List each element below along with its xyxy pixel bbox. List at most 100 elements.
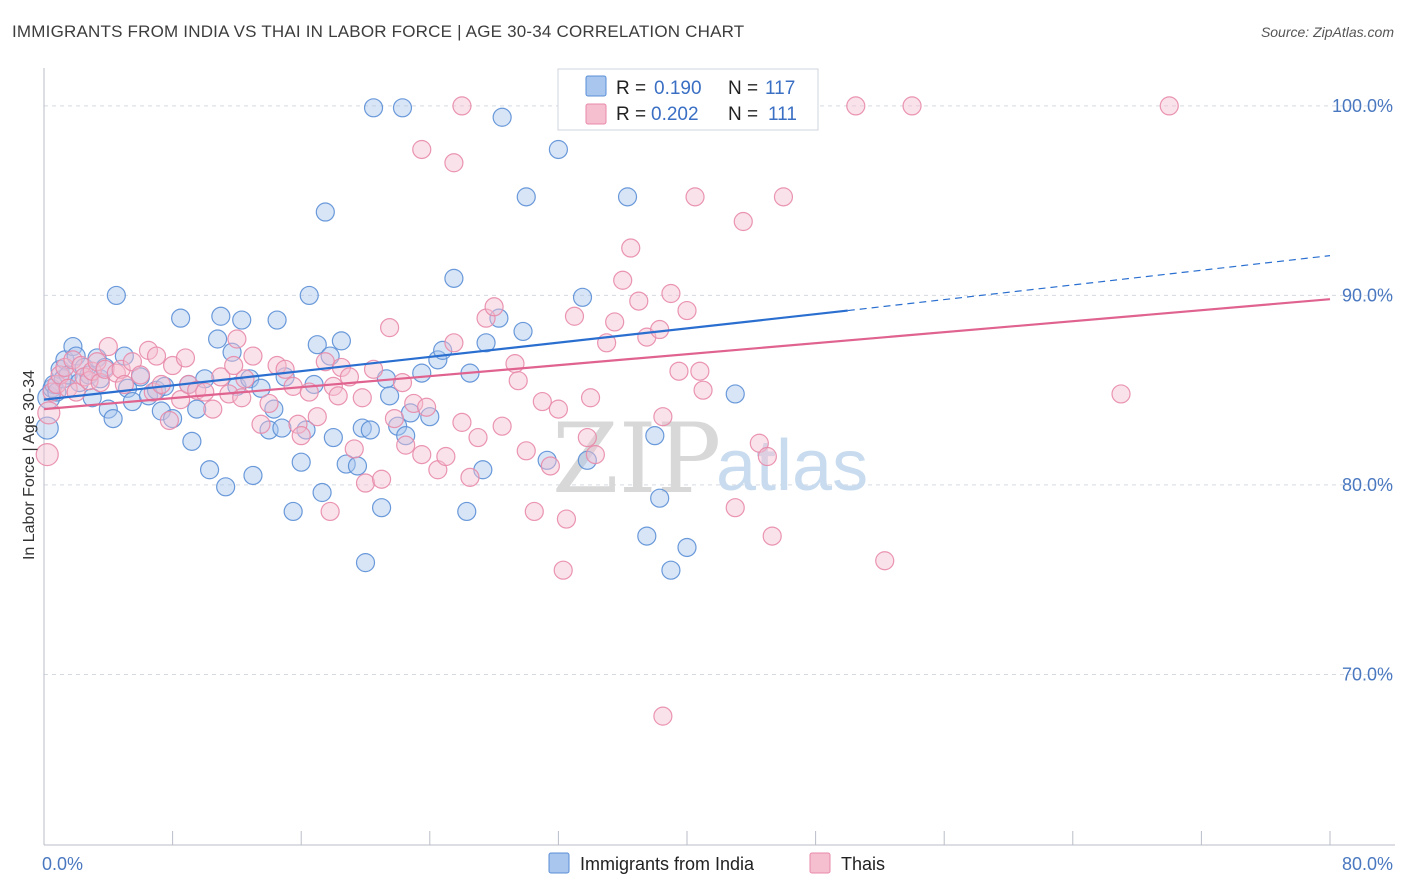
y-tick-label: 80.0% <box>1342 475 1393 495</box>
x-tick-labels: 0.0% 80.0% <box>42 854 1393 874</box>
data-point <box>412 139 432 160</box>
legend-n-value: 117 <box>765 78 795 99</box>
data-point <box>171 308 191 328</box>
data-point <box>312 482 332 503</box>
data-point <box>773 187 794 207</box>
data-point <box>272 418 292 438</box>
data-point <box>650 319 670 340</box>
data-point <box>548 399 569 419</box>
data-point <box>243 465 263 486</box>
data-point <box>307 407 327 427</box>
legend-r-value: 0.202 <box>651 104 699 125</box>
data-point <box>733 211 753 232</box>
data-point <box>650 488 670 508</box>
data-point <box>677 537 697 558</box>
data-point <box>516 187 536 207</box>
data-point <box>677 300 697 321</box>
data-point <box>492 416 512 436</box>
data-point <box>216 477 236 497</box>
data-point <box>524 501 544 522</box>
data-point <box>283 501 303 522</box>
bottom-legend: Immigrants from India Thais <box>548 852 885 874</box>
data-point <box>232 310 252 330</box>
data-point <box>762 526 782 546</box>
bottom-legend-swatch-india <box>548 852 570 874</box>
data-point <box>211 306 231 326</box>
chart-title: IMMIGRANTS FROM INDIA VS THAI IN LABOR F… <box>12 22 745 41</box>
data-point <box>556 509 577 529</box>
trend-lines <box>43 255 1331 411</box>
data-point <box>307 335 327 355</box>
legend-n-label: N = <box>728 104 758 125</box>
source-credit: Source: ZipAtlas.com <box>1260 24 1394 40</box>
data-point <box>516 441 536 461</box>
data-point <box>37 401 61 425</box>
data-point <box>347 456 368 476</box>
y-axis-label: In Labor Force | Age 30-34 <box>21 370 38 560</box>
data-point <box>71 355 91 376</box>
data-point <box>320 501 340 522</box>
data-point <box>208 329 228 349</box>
data-point <box>203 399 223 419</box>
data-point <box>355 553 376 573</box>
data-point <box>613 270 633 290</box>
series-india-points <box>35 96 745 580</box>
data-point <box>548 139 569 160</box>
legend-swatch-thais <box>585 103 607 125</box>
data-point <box>130 365 151 385</box>
data-point <box>690 361 710 381</box>
data-point <box>159 410 179 431</box>
trend-line-india-extension <box>847 255 1331 312</box>
data-point <box>685 187 705 207</box>
data-point <box>328 386 348 406</box>
data-point <box>645 426 665 446</box>
data-point <box>902 96 922 116</box>
data-point <box>363 98 384 118</box>
data-point <box>404 393 424 414</box>
data-point <box>146 346 167 366</box>
data-point <box>251 378 271 398</box>
data-point <box>460 467 480 487</box>
watermark-atlas: atlas <box>716 426 868 506</box>
data-point <box>653 706 673 726</box>
data-point <box>661 283 681 304</box>
data-point <box>621 238 641 258</box>
watermark: ZIP atlas <box>552 403 868 515</box>
data-point <box>757 446 777 467</box>
data-point <box>653 407 673 427</box>
data-point <box>452 412 472 432</box>
data-point <box>275 359 295 379</box>
data-point <box>416 397 437 417</box>
data-point <box>392 98 413 118</box>
data-point <box>1111 384 1131 404</box>
data-point <box>513 321 533 342</box>
data-point <box>227 329 247 349</box>
data-point <box>352 418 372 438</box>
bottom-legend-swatch-thais <box>809 852 831 874</box>
data-point <box>508 371 528 391</box>
data-point <box>468 427 488 448</box>
legend-swatch-india <box>585 75 607 97</box>
data-point <box>1159 96 1179 116</box>
data-point <box>444 153 464 173</box>
y-tick-label: 100.0% <box>1332 96 1393 116</box>
data-point <box>484 297 504 317</box>
data-point <box>617 187 638 207</box>
data-point <box>291 452 311 472</box>
data-point <box>436 446 456 467</box>
legend-box: R = 0.190 N = 117 R = 0.202 N = 111 <box>557 68 819 131</box>
data-point <box>693 380 713 400</box>
data-point <box>87 352 107 372</box>
axes <box>43 68 1395 846</box>
data-point <box>171 390 191 410</box>
data-point <box>363 359 384 379</box>
data-point <box>103 408 123 429</box>
x-tick-label: 0.0% <box>42 854 83 874</box>
data-point <box>323 376 343 396</box>
data-point <box>476 333 496 353</box>
data-point <box>412 445 432 465</box>
data-point <box>476 308 496 328</box>
data-point <box>580 388 601 408</box>
bottom-legend-thais: Thais <box>841 854 885 874</box>
